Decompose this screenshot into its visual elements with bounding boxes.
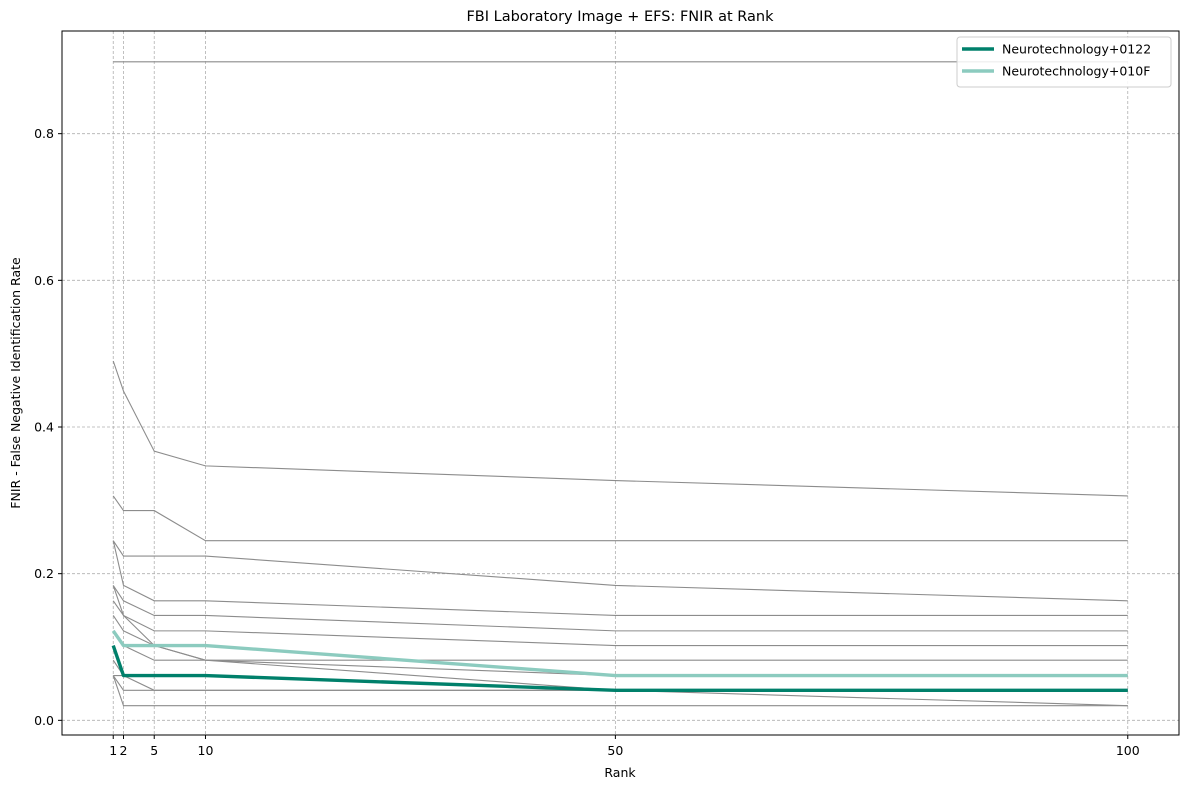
background-series-line-4 xyxy=(112,540,1128,602)
y-tick-label: 0.4 xyxy=(34,420,54,435)
background-series-line-5 xyxy=(112,540,1128,617)
highlighted-series-group xyxy=(111,629,1128,692)
legend-box xyxy=(956,36,1172,88)
legend-label: Neurotechnology+010F xyxy=(1002,64,1150,79)
y-tick-label: 0.2 xyxy=(34,566,54,581)
y-tick-label: 0.6 xyxy=(34,273,54,288)
x-tick-label: 10 xyxy=(198,743,214,758)
background-series-group xyxy=(112,61,1128,707)
x-axis-ticks: 1 2 5 10 50 100 xyxy=(109,735,1140,758)
y-axis-label: FNIR - False Negative Identification Rat… xyxy=(8,257,23,509)
x-tick-label: 100 xyxy=(1116,743,1140,758)
y-axis-ticks: 0.0 0.2 0.4 0.6 0.8 xyxy=(34,126,62,728)
x-tick-label: 5 xyxy=(150,743,158,758)
background-series-line-10 xyxy=(112,630,1128,677)
legend: Neurotechnology+0122 Neurotechnology+010F xyxy=(956,36,1172,88)
background-series-line-6 xyxy=(112,585,1128,632)
background-series-line-2 xyxy=(112,360,1128,497)
background-series-line-9 xyxy=(112,615,1128,707)
x-tick-label: 1 xyxy=(109,743,117,758)
background-series-line-14 xyxy=(112,675,1128,707)
y-tick-label: 0.8 xyxy=(34,126,54,141)
background-series-line-3 xyxy=(112,495,1128,542)
background-series-line-8 xyxy=(112,600,1128,647)
grid xyxy=(62,31,1179,735)
y-tick-label: 0.0 xyxy=(34,713,54,728)
legend-label: Neurotechnology+0122 xyxy=(1002,42,1151,57)
chart-title: FBI Laboratory Image + EFS: FNIR at Rank xyxy=(466,9,774,25)
series-line-neurotechnology-0122 xyxy=(111,644,1128,692)
background-series-line-11 xyxy=(112,645,1128,691)
x-axis-label: Rank xyxy=(604,765,636,780)
series-line-neurotechnology-010f xyxy=(111,629,1128,678)
x-tick-label: 50 xyxy=(607,743,623,758)
x-tick-label: 2 xyxy=(120,743,128,758)
plot-frame xyxy=(61,30,1180,736)
